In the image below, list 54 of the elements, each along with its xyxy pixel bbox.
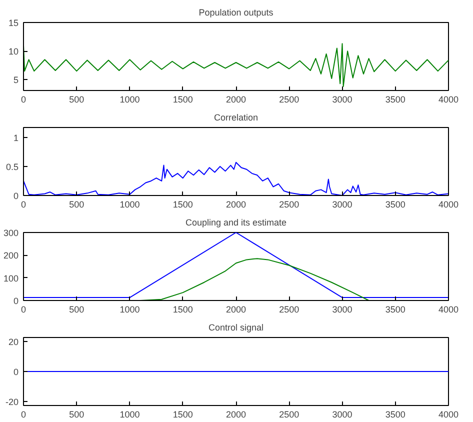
line-series xyxy=(24,43,448,87)
x-tick-label: 4000 xyxy=(438,304,459,314)
x-tick-label: 1000 xyxy=(120,94,140,104)
y-tick-label: -20 xyxy=(5,397,19,408)
y-tick-label: 200 xyxy=(3,250,19,261)
x-tick-label: 1000 xyxy=(120,410,140,420)
x-tick-label: 1000 xyxy=(120,200,140,210)
x-tick-label: 2500 xyxy=(279,200,300,210)
x-tick-label: 1500 xyxy=(172,94,193,104)
y-tick-label: 100 xyxy=(3,273,19,284)
x-tick-label: 1500 xyxy=(172,200,193,210)
x-tick-label: 1500 xyxy=(172,410,193,420)
x-tick-label: 3000 xyxy=(332,410,352,420)
y-tick-label: 0 xyxy=(13,191,19,201)
x-tick-label: 2000 xyxy=(226,304,246,314)
x-tick-label: 500 xyxy=(69,410,84,420)
chart-title: Correlation xyxy=(214,112,258,122)
x-tick-label: 0 xyxy=(20,410,26,420)
chart-title: Population outputs xyxy=(198,8,274,18)
x-tick-label: 2000 xyxy=(226,94,246,104)
y-tick-label: 0.5 xyxy=(6,162,19,172)
x-tick-label: 0 xyxy=(20,94,26,104)
x-tick-label: 4000 xyxy=(438,94,459,104)
x-tick-label: 2000 xyxy=(226,200,246,210)
y-tick-label: 1 xyxy=(13,132,19,143)
chart-title: Coupling and its estimate xyxy=(185,218,287,228)
y-tick-label: 0 xyxy=(13,296,19,306)
y-tick-label: 20 xyxy=(8,336,19,347)
x-tick-label: 2500 xyxy=(279,94,300,104)
x-tick-label: 3000 xyxy=(332,200,352,210)
x-tick-label: 0 xyxy=(20,304,26,314)
x-tick-label: 1000 xyxy=(120,304,140,314)
x-tick-label: 3500 xyxy=(385,410,406,420)
x-tick-label: 4000 xyxy=(438,410,459,420)
x-tick-label: 4000 xyxy=(438,200,459,210)
x-tick-label: 2500 xyxy=(279,410,300,420)
x-tick-label: 500 xyxy=(69,200,84,210)
x-tick-label: 3500 xyxy=(385,304,406,314)
chart-title: Control signal xyxy=(208,322,264,332)
x-tick-label: 2500 xyxy=(279,304,300,314)
x-tick-label: 3000 xyxy=(332,304,352,314)
x-tick-label: 2000 xyxy=(226,410,246,420)
x-tick-label: 1500 xyxy=(172,304,193,314)
x-tick-label: 0 xyxy=(20,200,26,210)
x-tick-label: 500 xyxy=(69,94,84,104)
x-tick-label: 3500 xyxy=(385,94,406,104)
x-tick-label: 3000 xyxy=(332,94,352,104)
y-tick-label: 5 xyxy=(13,75,19,86)
x-tick-label: 500 xyxy=(69,304,84,314)
x-tick-label: 3500 xyxy=(385,200,406,210)
y-tick-label: 0 xyxy=(13,367,19,377)
y-tick-label: 10 xyxy=(8,46,19,57)
y-tick-label: 15 xyxy=(8,18,19,28)
y-tick-label: 300 xyxy=(3,228,19,238)
